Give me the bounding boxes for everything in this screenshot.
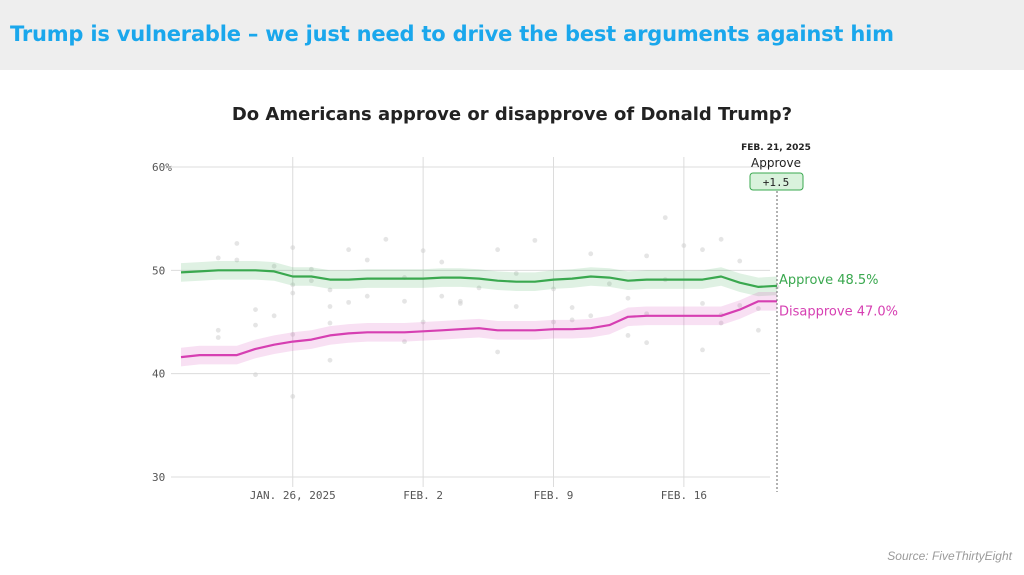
poll-point [234,241,240,246]
poll-point [290,290,296,296]
poll-point [253,372,258,378]
x-tick-label: FEB. 2 [403,489,443,502]
poll-point [290,394,296,399]
poll-point [308,266,314,272]
poll-point [253,307,258,312]
poll-point [271,263,277,269]
poll-point [569,305,575,310]
disapprove-end-label: Disapprove 47.0% [779,304,898,319]
y-tick-label: 30 [152,471,165,484]
callout-value: +1.5 [763,176,790,189]
poll-point [439,259,445,265]
poll-point [625,333,631,338]
approve-end-label: Approve 48.5% [779,273,879,288]
poll-point [718,320,724,326]
poll-point [253,322,258,328]
poll-point [420,319,426,325]
x-tick-label: FEB. 9 [534,489,574,502]
poll-point [420,248,426,254]
poll-point [327,320,333,326]
poll-point [513,271,519,276]
poll-point [625,295,631,301]
poll-point [737,303,743,308]
poll-point [215,335,221,340]
poll-point [755,306,761,311]
poll-point [513,304,519,309]
poll-point [551,286,556,292]
poll-point [439,293,445,299]
poll-point [700,347,705,353]
poll-point [327,304,333,309]
poll-point [290,245,296,251]
poll-point [327,357,333,363]
poll-point [495,349,501,355]
poll-point [308,278,314,284]
poll-point [606,281,612,287]
poll-point [700,301,705,306]
callout-date: FEB. 21, 2025 [741,143,811,153]
poll-point [737,258,743,264]
poll-point [234,257,240,263]
poll-point [681,243,687,248]
poll-point [271,313,277,319]
poll-point [718,236,724,242]
poll-point [551,319,556,325]
poll-point [700,247,705,253]
poll-point [383,236,389,242]
poll-point [476,285,482,291]
poll-point [644,253,650,259]
banner: Trump is vulnerable – we just need to dr… [0,0,1024,70]
poll-point [588,251,594,257]
poll-point [364,257,370,263]
poll-point [569,317,575,323]
poll-point [755,327,761,333]
poll-point [532,237,538,243]
poll-point [495,247,501,253]
poll-point [215,255,221,261]
poll-point [662,215,668,221]
x-tick-label: JAN. 26, 2025 [250,489,336,502]
banner-title: Trump is vulnerable – we just need to dr… [10,22,894,46]
approve-line [180,269,778,288]
y-tick-label: 50 [152,264,165,277]
chart-title: Do Americans approve or disapprove of Do… [231,104,793,125]
disapprove-line [180,300,777,359]
poll-point [402,298,407,304]
poll-point [346,299,352,305]
poll-point [327,287,333,293]
callout-badge [749,172,804,191]
poll-point [290,282,296,288]
poll-point [346,247,352,253]
poll-point [457,301,463,306]
poll-point [290,332,296,337]
callout-label: Approve [751,156,801,170]
poll-point [588,313,594,319]
poll-point [215,327,221,333]
poll-point [644,340,650,346]
source-note: Source: FiveThirtyEight [887,549,1012,563]
x-tick-label: FEB. 16 [661,489,707,502]
poll-point [364,293,370,299]
y-tick-label: 60% [152,161,172,174]
y-tick-label: 40 [152,368,165,381]
poll-point [402,339,407,345]
